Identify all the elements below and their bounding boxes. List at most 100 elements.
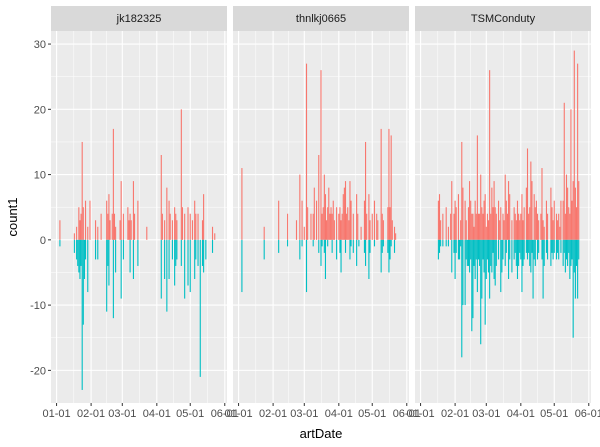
positive-bar	[570, 109, 572, 240]
positive-bar	[499, 220, 501, 240]
negative-bar	[514, 239, 516, 253]
negative-bar	[467, 239, 470, 266]
negative-bar	[312, 239, 314, 247]
x-tick-label: 05-01	[176, 408, 204, 420]
positive-bar	[332, 200, 334, 240]
negative-bar	[451, 239, 453, 273]
positive-bar	[455, 207, 457, 240]
negative-bar	[541, 239, 543, 260]
negative-bar	[555, 239, 558, 260]
negative-bar	[521, 239, 523, 293]
negative-bar	[339, 239, 341, 253]
negative-bar	[389, 239, 391, 260]
positive-bar	[315, 200, 318, 240]
negative-bar	[187, 239, 189, 286]
negative-bar	[522, 239, 524, 266]
negative-bar	[530, 239, 532, 273]
positive-bar	[387, 207, 389, 240]
negative-bar	[174, 239, 176, 286]
negative-bar	[203, 239, 205, 273]
negative-bar	[513, 239, 515, 260]
positive-bar	[530, 161, 532, 240]
positive-bar	[390, 135, 392, 240]
negative-bar	[482, 239, 484, 260]
negative-bar	[166, 239, 168, 312]
x-tick-label: 04-01	[507, 408, 535, 420]
positive-bar	[169, 213, 171, 240]
negative-bar	[365, 239, 367, 266]
positive-bar	[363, 200, 365, 240]
negative-bar	[542, 239, 544, 299]
positive-bar	[562, 200, 564, 240]
positive-bar	[475, 213, 477, 240]
negative-bar	[516, 239, 519, 279]
panel-2-strip-label: TSMConduty	[471, 13, 536, 25]
positive-bar	[166, 187, 168, 240]
x-tick-label: 06-01	[575, 408, 600, 420]
positive-bar	[509, 194, 511, 240]
negative-bar	[474, 239, 476, 279]
panel-1-strip	[233, 6, 409, 31]
positive-bar	[389, 207, 391, 240]
positive-bar	[573, 50, 575, 240]
negative-bar	[520, 239, 522, 260]
positive-bar	[201, 220, 204, 240]
positive-bar	[341, 213, 343, 240]
positive-bar	[440, 220, 442, 240]
negative-bar	[519, 239, 521, 253]
positive-bar	[540, 213, 542, 240]
positive-bar	[366, 213, 368, 240]
negative-bar	[511, 239, 513, 273]
positive-bar	[560, 200, 562, 240]
positive-bar	[550, 187, 552, 240]
negative-bar	[459, 239, 461, 260]
negative-bar	[526, 239, 529, 260]
x-tick-label: 05-01	[540, 408, 568, 420]
positive-bar	[525, 187, 527, 240]
positive-bar	[464, 200, 466, 240]
positive-bar	[339, 207, 341, 240]
positive-bar	[388, 128, 390, 240]
panel-0-strip-label: jk182325	[116, 13, 162, 25]
negative-bar	[464, 239, 466, 306]
negative-bar	[352, 239, 354, 253]
x-tick-label: 04-01	[325, 408, 353, 420]
negative-bar	[97, 239, 99, 260]
positive-bar	[489, 70, 491, 240]
negative-bar	[533, 239, 535, 260]
negative-bar	[573, 239, 575, 273]
negative-bar	[455, 239, 457, 253]
negative-bar	[387, 239, 389, 253]
positive-bar	[493, 181, 495, 240]
positive-bar	[330, 207, 332, 240]
positive-bar	[572, 181, 574, 240]
positive-bar	[299, 174, 301, 240]
negative-bar	[82, 239, 84, 325]
negative-bar	[380, 239, 382, 273]
negative-bar	[137, 239, 139, 266]
positive-bar	[214, 233, 216, 240]
positive-bar	[146, 226, 148, 240]
positive-bar	[531, 181, 533, 240]
negative-bar	[122, 239, 124, 260]
positive-bar	[168, 200, 170, 240]
positive-bar	[497, 200, 500, 240]
positive-bar	[506, 213, 509, 240]
positive-bar	[555, 213, 558, 240]
positive-bar	[565, 174, 568, 240]
positive-bar	[445, 207, 447, 240]
negative-bar	[578, 239, 580, 260]
positive-bar	[184, 213, 186, 240]
positive-bar	[107, 213, 109, 240]
positive-bar	[393, 226, 396, 240]
negative-bar	[171, 239, 173, 260]
positive-bar	[180, 109, 182, 240]
negative-bar	[442, 239, 444, 247]
negative-bar	[388, 239, 390, 273]
positive-bar	[502, 213, 504, 240]
positive-bar	[161, 213, 163, 240]
negative-bar	[350, 239, 352, 247]
negative-bar	[558, 239, 560, 260]
negative-bar	[323, 239, 325, 253]
